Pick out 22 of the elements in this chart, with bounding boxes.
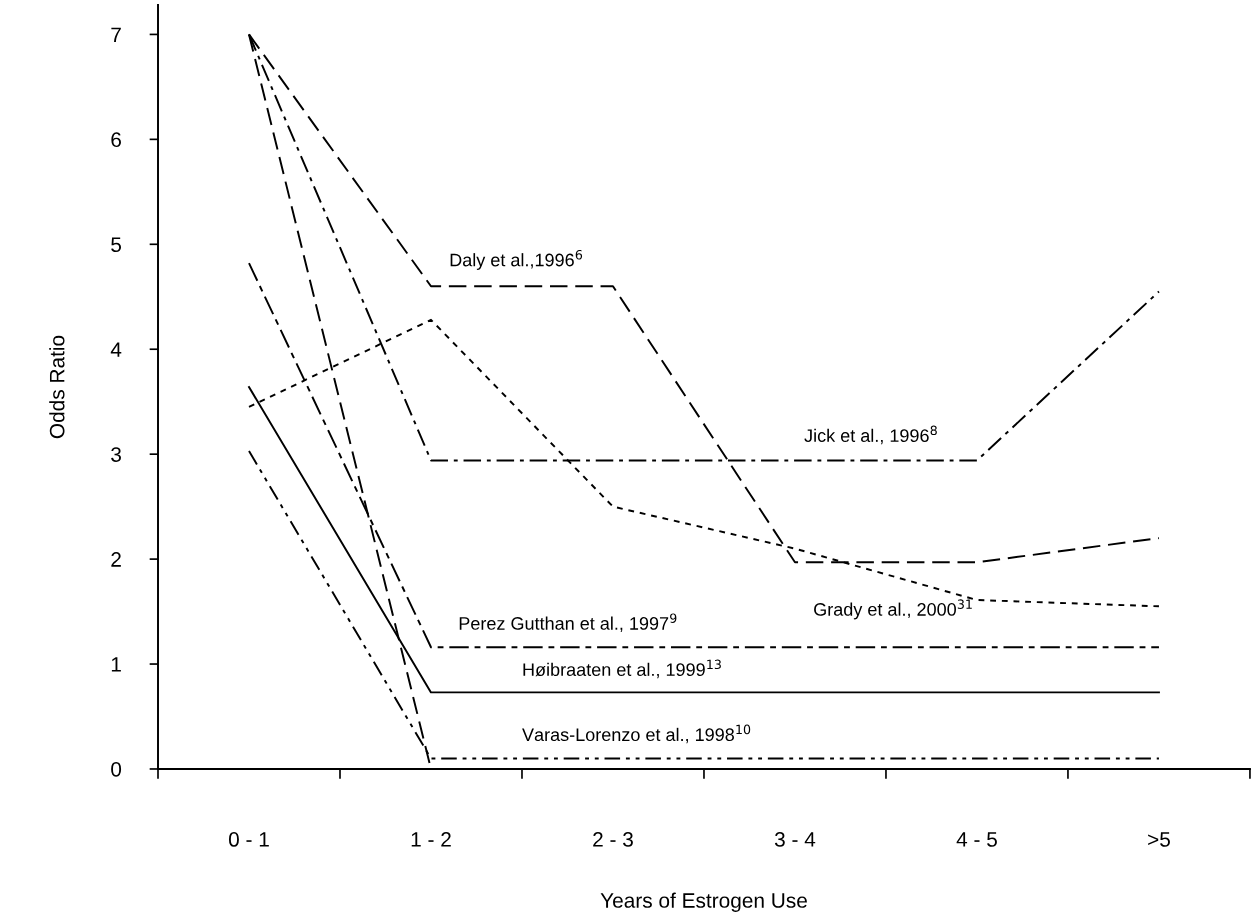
- x-tick-label: 3 - 4: [774, 832, 816, 847]
- y-tick-label: 0: [111, 761, 122, 777]
- y-tick-label: 4: [110, 342, 122, 357]
- x-tick-label: 0 - 1: [228, 832, 269, 847]
- y-tick-label: 5: [111, 237, 122, 253]
- y-tick-label: 2: [111, 552, 121, 567]
- x-tick-label: 2 - 3: [593, 832, 633, 847]
- y-tick-label: 1: [111, 657, 121, 672]
- y-tick-label: 6: [111, 132, 121, 148]
- series-label: Jick et al., 1996$^{8}$: [804, 425, 937, 445]
- x-axis-title: Years of Estrogen Use: [600, 892, 807, 912]
- series-label: Grady et al., 2000$^{31}$: [814, 599, 972, 620]
- series-label: Daly et al.,1996$^{6}$: [450, 249, 583, 270]
- y-axis-title: Odds Ratio: [49, 335, 65, 439]
- series-label: Perez Gutthan et al., 1997$^{9}$: [459, 613, 677, 632]
- x-tick-label: >5: [1148, 832, 1170, 847]
- x-tick-label: 1 - 2: [411, 832, 451, 847]
- y-tick-label: 3: [111, 447, 121, 462]
- x-tick-label: 4 - 5: [956, 832, 997, 847]
- series-label: Varas-Lorenzo et al., 1998$^{10}$: [522, 724, 751, 744]
- series-label: Høibraaten et al., 1999$^{13}$: [523, 659, 721, 679]
- y-tick-label: 7: [111, 27, 121, 42]
